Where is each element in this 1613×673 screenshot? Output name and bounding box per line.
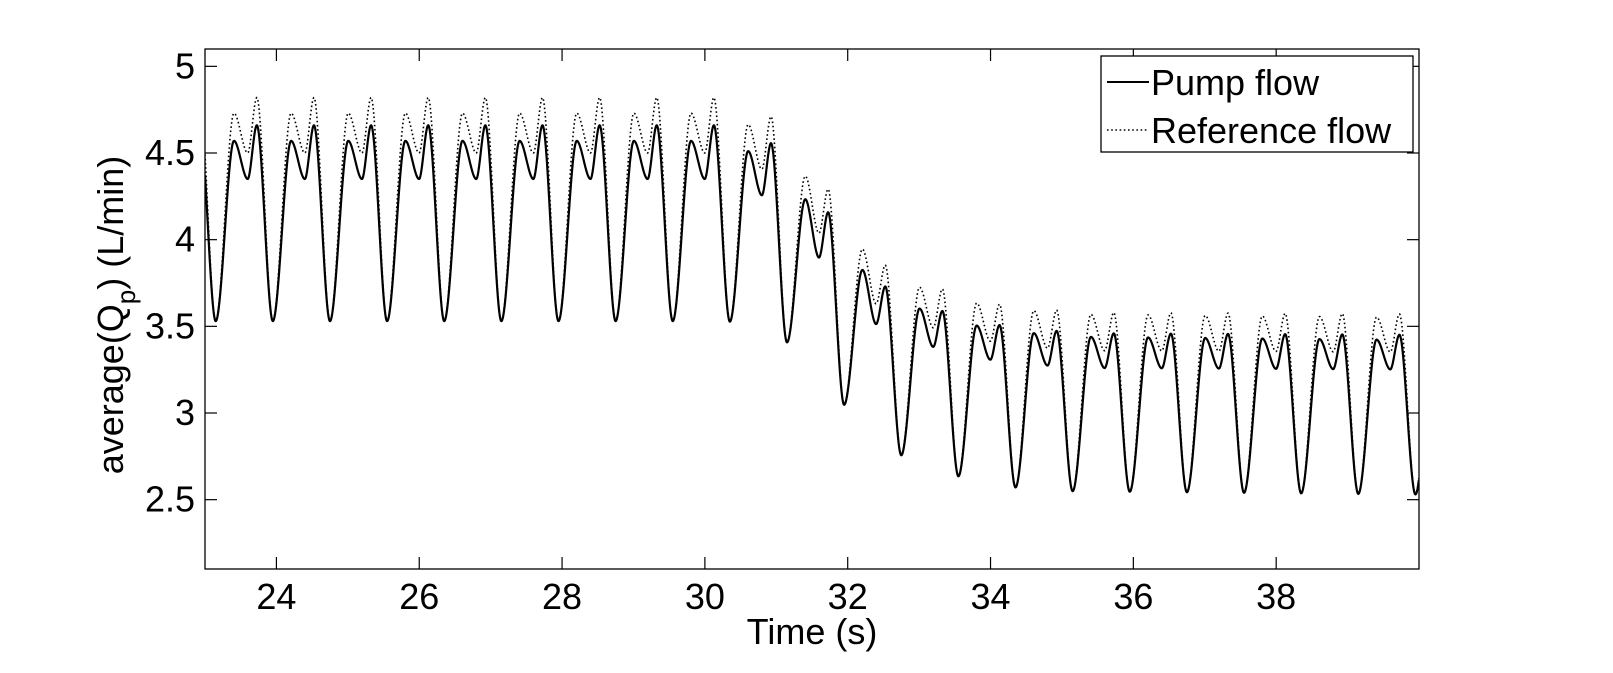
- series-layer: [205, 96, 1419, 496]
- legend-label: Pump flow: [1151, 62, 1320, 103]
- x-tick-label: 28: [542, 576, 582, 617]
- y-tick-label: 4: [175, 219, 195, 260]
- x-axis-label: Time (s): [747, 611, 878, 652]
- axes-layer: 24 26 28 30 32 34 36 38 2.5 3 3.5 4 4.5 5: [145, 45, 1420, 617]
- x-tick-label: 26: [399, 576, 439, 617]
- legend-box: [1100, 55, 1414, 153]
- pump-flow-line: [205, 124, 1419, 496]
- x-tick-label: 32: [828, 576, 868, 617]
- y-axis-label-tail: ) (L/min): [90, 156, 131, 290]
- x-tick-label: 24: [256, 576, 296, 617]
- y-axis-label: average(Qp) (L/min): [90, 156, 141, 475]
- x-tick-label: 36: [1113, 576, 1153, 617]
- y-tick-label: 4.5: [145, 132, 195, 173]
- x-tick-label: 38: [1256, 576, 1296, 617]
- y-tick-label: 3.5: [145, 305, 195, 346]
- y-tick-label: 5: [175, 45, 195, 86]
- y-axis-label-main: average(Q: [90, 304, 131, 474]
- x-tick-label: 34: [971, 576, 1011, 617]
- axis-labels: Time (s) average(Qp) (L/min): [90, 156, 877, 652]
- y-tick-label: 3: [175, 392, 195, 433]
- axes-frame: [204, 48, 1420, 570]
- y-tick-label: 2.5: [145, 479, 195, 520]
- legend: Pump flow Reference flow: [1100, 55, 1414, 153]
- x-tick-label: 30: [685, 576, 725, 617]
- legend-label: Reference flow: [1151, 110, 1392, 151]
- y-axis-label-subscript: p: [111, 290, 141, 304]
